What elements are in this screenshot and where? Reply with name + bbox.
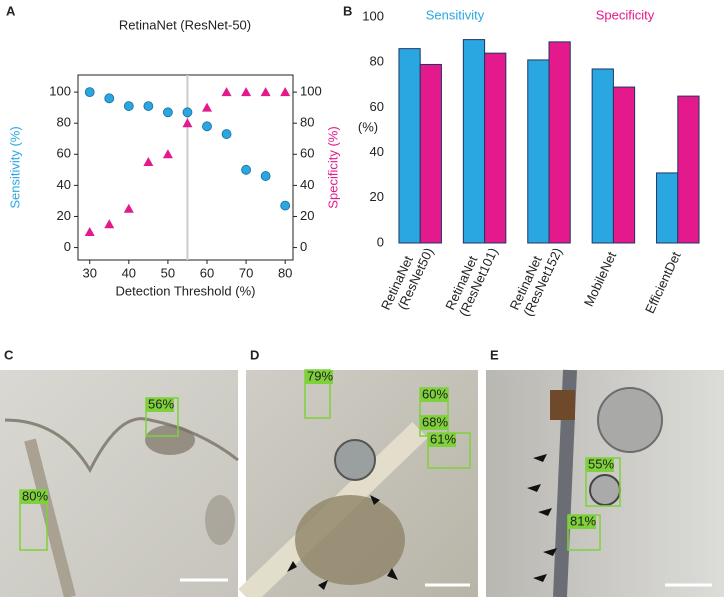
x-tick-label: EfficientDet (642, 249, 684, 316)
y-axis-label: Sensitivity (%) (7, 126, 22, 208)
x-tick-label: 50 (161, 265, 175, 280)
y2-tick-label: 20 (300, 208, 314, 223)
y-axis-label: (%) (358, 119, 378, 134)
panel-label: E (490, 347, 499, 362)
y2-tick-label: 0 (300, 239, 307, 254)
circle-point (143, 101, 154, 111)
circle-point (241, 164, 251, 175)
photo-e (486, 369, 724, 598)
y-tick-label: 80 (370, 54, 384, 69)
y2-tick-label: 40 (300, 177, 314, 192)
detection-score: 56% (148, 396, 174, 411)
y-tick-label: 0 (64, 239, 71, 254)
panel-label: A (6, 3, 16, 18)
detection-score: 60% (422, 386, 448, 401)
detection-tag (420, 388, 448, 402)
x-tick-label: MobileNet (581, 249, 619, 309)
y-tick-label: 100 (362, 8, 384, 23)
panel-label: C (4, 347, 14, 362)
triangle-point (84, 227, 95, 237)
detection-tag (586, 458, 614, 472)
triangle-point (162, 149, 173, 159)
detection-tag (146, 398, 174, 412)
y-tick-label: 100 (49, 84, 71, 99)
y-tick-label: 60 (57, 146, 71, 161)
circle-point (182, 107, 193, 118)
detection-tag (568, 515, 596, 529)
x-tick-label: RetinaNet(ResNet101) (443, 239, 501, 319)
detection-tag (420, 416, 448, 430)
x-axis-label: Detection Threshold (%) (116, 283, 256, 298)
detection-tag (428, 433, 456, 447)
triangle-point (202, 102, 212, 112)
circle-point (280, 200, 291, 211)
detection-score: 55% (588, 456, 614, 471)
panel-label: D (250, 347, 259, 362)
y-tick-label: 80 (57, 115, 71, 130)
bar (591, 68, 614, 244)
y-tick-label: 40 (370, 144, 384, 159)
bar (677, 95, 700, 244)
bar (419, 63, 442, 244)
bar (527, 59, 550, 244)
bar (656, 172, 679, 244)
triangle-point (104, 219, 115, 229)
detection-tag (20, 490, 48, 504)
detection-score: 79% (307, 368, 333, 383)
x-tick-label: RetinaNet(ResNet152) (507, 239, 565, 319)
x-tick-label: 30 (82, 265, 96, 280)
x-tick-label: 60 (200, 265, 214, 280)
detection-score: 61% (430, 431, 456, 446)
circle-point (123, 101, 134, 111)
bar (484, 52, 507, 244)
photo-d (238, 370, 478, 602)
detection-score: 81% (570, 513, 596, 528)
plot-frame (77, 74, 294, 261)
bar (548, 41, 571, 244)
circle-point (104, 93, 115, 104)
triangle-point (182, 118, 193, 128)
triangle-point (143, 157, 154, 167)
circle-point (163, 107, 173, 118)
y-tick-label: 0 (377, 234, 384, 249)
y-tick-label: 20 (57, 208, 71, 223)
triangle-point (280, 87, 291, 97)
detection-score: 80% (22, 488, 48, 503)
circle-point (260, 171, 271, 181)
y2-axis-label: Specificity (%) (325, 126, 340, 208)
triangle-point (123, 203, 134, 213)
y2-tick-label: 80 (300, 115, 314, 130)
legend-entry: Sensitivity (426, 7, 485, 22)
y2-tick-label: 100 (300, 84, 322, 99)
x-tick-label: 80 (278, 265, 292, 280)
legend-entry: Specificity (596, 7, 655, 22)
x-tick-label: RetinaNet(ResNet50) (378, 239, 436, 319)
circle-point (221, 129, 232, 139)
panel-label: B (343, 3, 352, 18)
detection-score: 68% (422, 414, 448, 429)
bar (398, 48, 421, 244)
chart-title: RetinaNet (ResNet-50) (119, 17, 251, 32)
circle-point (202, 121, 212, 132)
bar (462, 39, 486, 244)
triangle-point (221, 87, 232, 97)
x-tick-label: 40 (122, 265, 136, 280)
y-tick-label: 60 (370, 99, 384, 114)
y-tick-label: 20 (370, 189, 384, 204)
photo-c (0, 370, 239, 599)
triangle-point (260, 87, 271, 97)
circle-point (84, 87, 95, 98)
bar (612, 86, 636, 244)
triangle-point (241, 87, 252, 97)
y2-tick-label: 60 (300, 146, 314, 161)
detection-tag (305, 370, 333, 384)
y-tick-label: 40 (57, 177, 71, 192)
x-tick-label: 70 (239, 265, 253, 280)
